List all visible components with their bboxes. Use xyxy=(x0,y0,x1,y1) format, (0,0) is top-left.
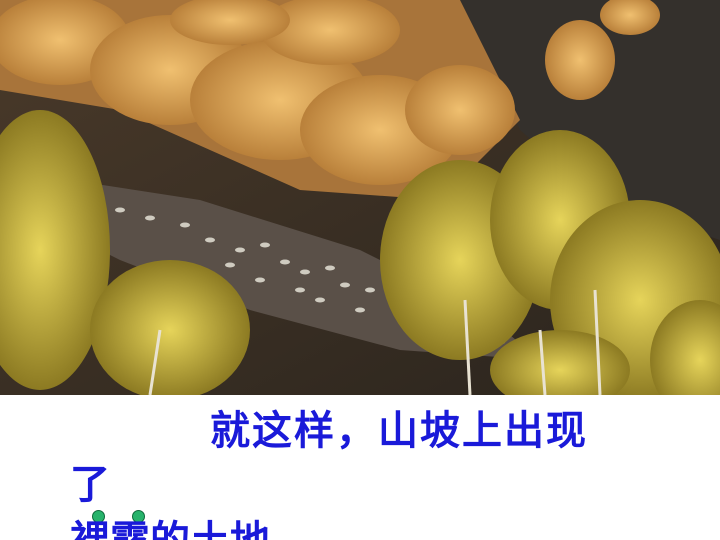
golden-larch-forest xyxy=(0,0,660,200)
landscape-photo xyxy=(0,0,720,395)
caption-line-3: 裸露的土地 xyxy=(70,517,270,540)
emphasis-marker-dot xyxy=(132,510,145,523)
caption-line-1: 就这样，山坡上出现 xyxy=(210,408,588,454)
rocky-slope xyxy=(460,0,720,240)
emphasis-marker-dot xyxy=(92,510,105,523)
hillside-illustration xyxy=(0,0,720,395)
caption-area: 就这样，山坡上出现 了 裸露的土地 xyxy=(0,395,720,540)
yellow-birch-trees xyxy=(0,110,720,395)
caption-line-2: 了 xyxy=(70,462,110,508)
